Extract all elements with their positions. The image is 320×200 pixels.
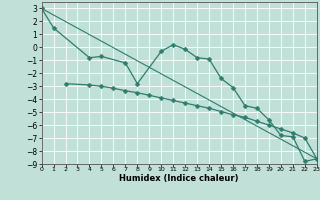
X-axis label: Humidex (Indice chaleur): Humidex (Indice chaleur) <box>119 174 239 183</box>
